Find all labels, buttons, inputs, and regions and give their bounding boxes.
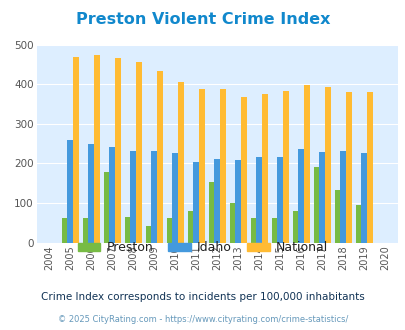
Bar	[151, 151, 157, 243]
Text: Preston Violent Crime Index: Preston Violent Crime Index	[76, 12, 329, 26]
Bar	[241, 97, 246, 243]
Bar	[83, 218, 88, 243]
Bar	[303, 85, 309, 243]
Bar	[115, 58, 120, 243]
Bar	[366, 92, 372, 243]
Bar	[136, 62, 141, 243]
Bar	[355, 205, 360, 243]
Bar	[298, 149, 303, 243]
Bar	[256, 157, 261, 243]
Bar	[193, 162, 198, 243]
Bar	[292, 211, 298, 243]
Bar	[282, 91, 288, 243]
Bar	[324, 86, 330, 243]
Bar	[145, 226, 151, 243]
Bar	[220, 89, 225, 243]
Bar	[319, 152, 324, 243]
Bar	[360, 153, 366, 243]
Legend: Preston, Idaho, National: Preston, Idaho, National	[73, 236, 332, 259]
Bar	[339, 151, 345, 243]
Bar	[187, 211, 193, 243]
Bar	[124, 217, 130, 243]
Bar	[73, 57, 79, 243]
Bar	[157, 72, 162, 243]
Bar	[62, 218, 67, 243]
Bar	[94, 55, 99, 243]
Bar	[88, 144, 94, 243]
Bar	[334, 190, 339, 243]
Bar	[198, 89, 204, 243]
Bar	[208, 182, 214, 243]
Text: Crime Index corresponds to incidents per 100,000 inhabitants: Crime Index corresponds to incidents per…	[41, 292, 364, 302]
Bar	[172, 153, 177, 243]
Bar	[67, 140, 73, 243]
Bar	[250, 218, 256, 243]
Bar	[177, 82, 183, 243]
Bar	[271, 218, 277, 243]
Bar	[235, 160, 241, 243]
Bar	[229, 203, 235, 243]
Bar	[166, 218, 172, 243]
Bar	[130, 151, 136, 243]
Bar	[103, 172, 109, 243]
Text: © 2025 CityRating.com - https://www.cityrating.com/crime-statistics/: © 2025 CityRating.com - https://www.city…	[58, 315, 347, 324]
Bar	[313, 167, 319, 243]
Bar	[214, 159, 220, 243]
Bar	[345, 92, 351, 243]
Bar	[109, 147, 115, 243]
Bar	[261, 94, 267, 243]
Bar	[277, 157, 282, 243]
